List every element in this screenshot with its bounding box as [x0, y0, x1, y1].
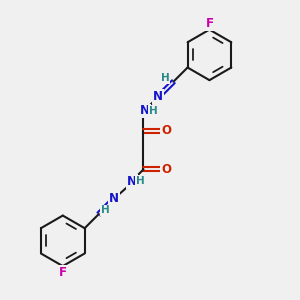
Text: N: N: [140, 104, 150, 118]
Text: H: H: [148, 106, 158, 116]
Text: N: N: [153, 90, 163, 103]
Text: N: N: [109, 192, 119, 206]
Text: F: F: [206, 16, 213, 30]
Text: O: O: [161, 163, 171, 176]
Text: N: N: [127, 175, 137, 188]
Text: O: O: [161, 124, 171, 137]
Text: H: H: [101, 206, 110, 215]
Text: F: F: [59, 266, 67, 279]
Text: H: H: [136, 176, 144, 186]
Text: H: H: [161, 73, 170, 83]
